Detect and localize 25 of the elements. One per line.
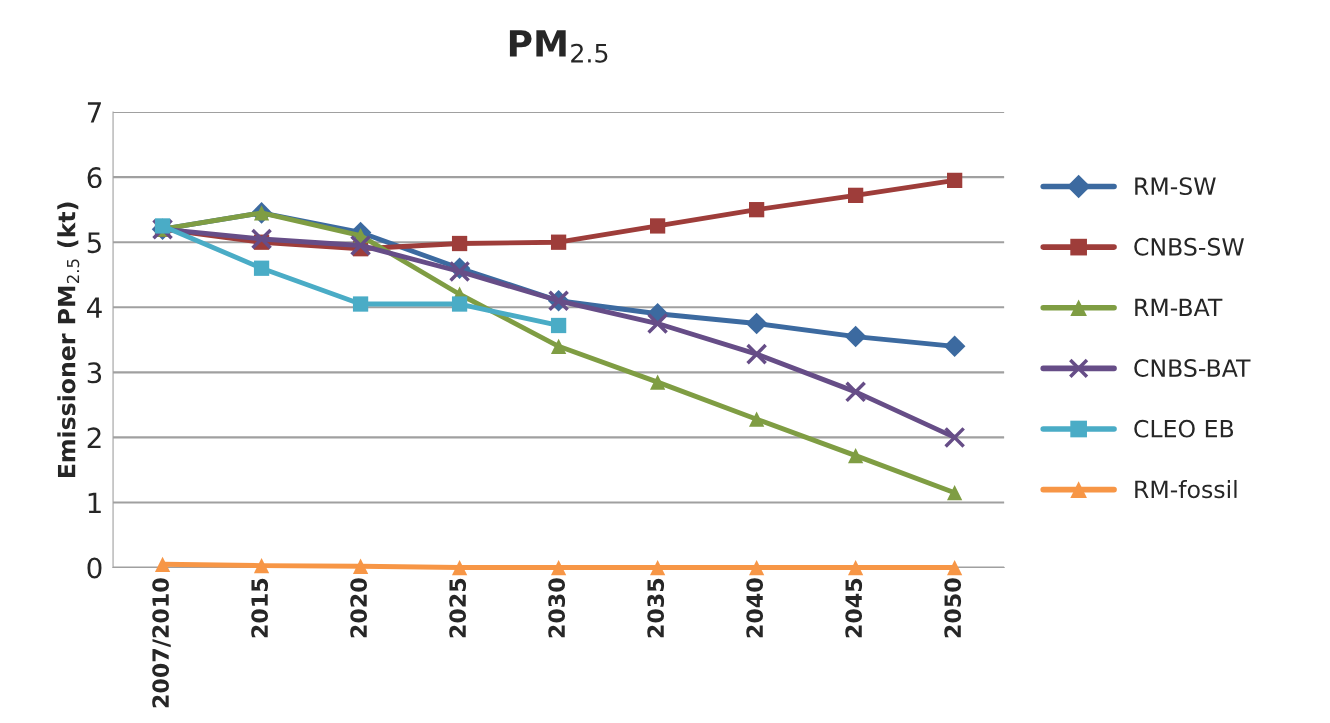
y-tick-label: 0 bbox=[87, 557, 102, 579]
y-tick-label: 3 bbox=[87, 362, 102, 384]
x-tick-label: 2015 bbox=[251, 578, 269, 638]
legend-label: CNBS-SW bbox=[1134, 237, 1244, 256]
y-tick-label: 6 bbox=[87, 167, 102, 189]
x-tick-label: 2020 bbox=[350, 578, 368, 638]
x-tick-label: 2007/2010 bbox=[152, 578, 171, 708]
x-tick-label: 2030 bbox=[548, 578, 566, 638]
y-tick-label: 4 bbox=[87, 297, 102, 318]
x-tick-label: 2040 bbox=[746, 578, 764, 638]
legend-label: CLEO EB bbox=[1134, 419, 1234, 438]
x-tick-label: 2050 bbox=[944, 578, 962, 638]
y-tick-label: 7 bbox=[87, 102, 101, 123]
y-tick-label: 2 bbox=[87, 427, 101, 448]
legend-label: RM-BAT bbox=[1135, 298, 1223, 317]
chart-title: PM$_{2.5}$ bbox=[509, 30, 608, 63]
y-tick-label: 5 bbox=[87, 232, 101, 254]
y-tick-label: 1 bbox=[88, 492, 101, 514]
x-tick-label: 2035 bbox=[647, 578, 665, 638]
x-tick-label: 2025 bbox=[449, 578, 467, 638]
x-tick-label: 2045 bbox=[845, 578, 863, 638]
y-axis-title: Emissioner PM$_{2.5}$ (kt) bbox=[57, 202, 80, 478]
legend-label: RM-SW bbox=[1135, 177, 1216, 196]
legend-label: RM-fossil bbox=[1135, 479, 1237, 499]
legend-label: CNBS-BAT bbox=[1134, 359, 1251, 377]
